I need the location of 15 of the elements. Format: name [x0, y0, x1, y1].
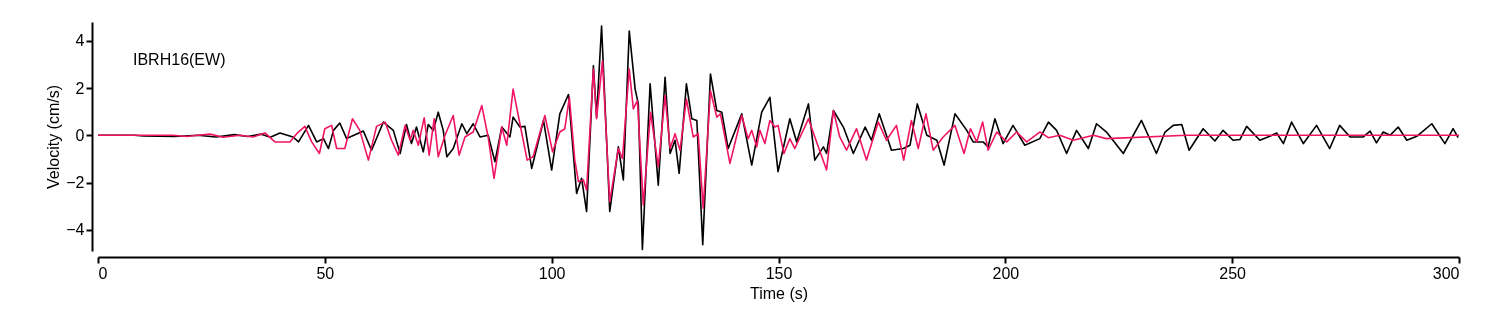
x-tick-label: 300: [1432, 264, 1460, 282]
y-tick-label: 2: [75, 79, 85, 97]
y-tick-label: −4: [66, 221, 85, 239]
x-tick-label: 50: [316, 264, 335, 282]
x-tick-label: 0: [98, 264, 108, 282]
y-tick-label: 0: [75, 126, 85, 144]
x-tick-label: 250: [1219, 264, 1247, 282]
x-tick-label: 200: [992, 264, 1020, 282]
annotation: IBRH16(EW): [133, 51, 226, 68]
x-tick-label: 150: [765, 264, 793, 282]
y-tick-label: −2: [66, 174, 85, 192]
y-axis-title: Velocity (cm/s): [45, 84, 63, 190]
y-tick-label: 4: [75, 32, 85, 50]
x-tick-label: 100: [538, 264, 566, 282]
x-axis-title: Time (s): [749, 284, 809, 302]
